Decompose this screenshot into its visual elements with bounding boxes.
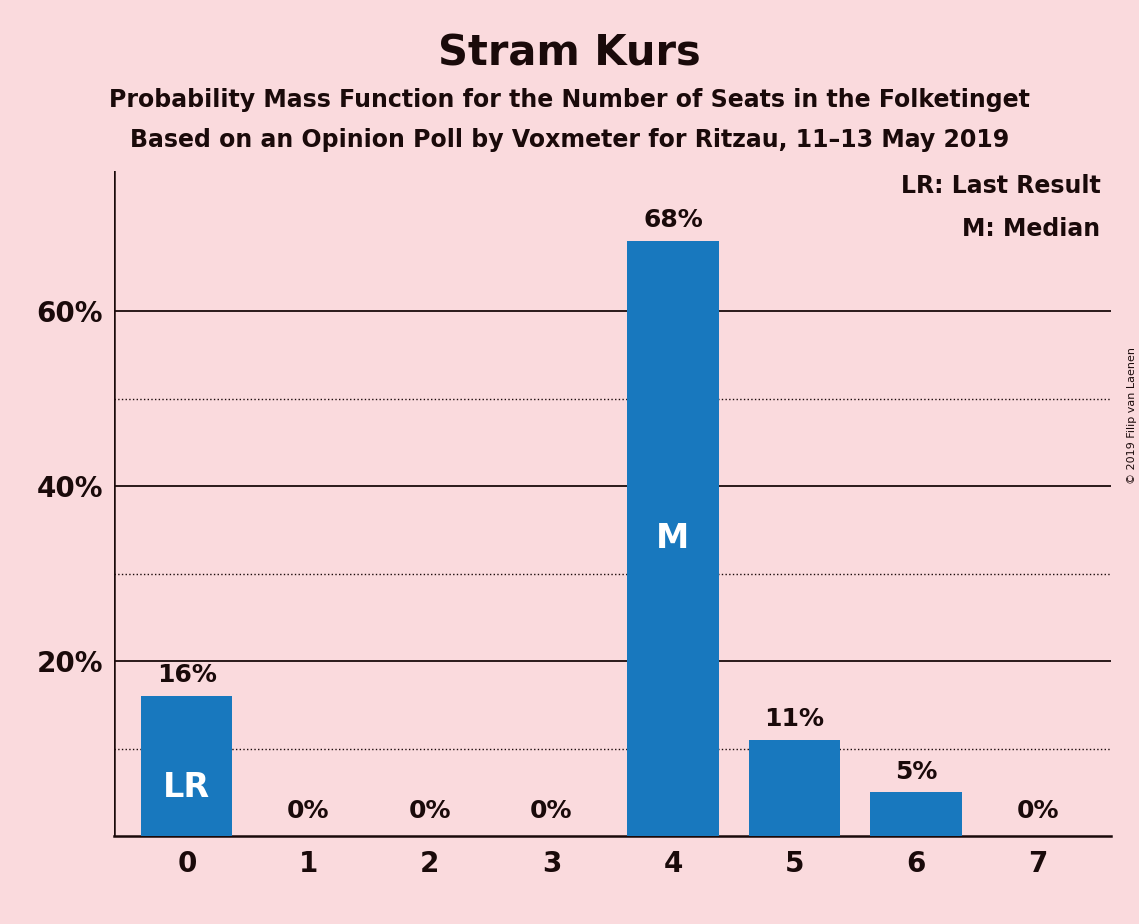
Text: 0%: 0% <box>287 799 329 823</box>
Text: 0%: 0% <box>530 799 573 823</box>
Bar <box>628 241 719 836</box>
Text: 0%: 0% <box>1016 799 1059 823</box>
Text: 16%: 16% <box>157 663 216 687</box>
Text: Based on an Opinion Poll by Voxmeter for Ritzau, 11–13 May 2019: Based on an Opinion Poll by Voxmeter for… <box>130 128 1009 152</box>
Text: LR: Last Result
M: Median: LR: Last Result M: Median <box>901 175 1100 241</box>
Text: 68%: 68% <box>644 208 703 232</box>
Text: 11%: 11% <box>764 707 825 731</box>
Bar <box>870 793 961 836</box>
Text: LR: LR <box>163 771 211 804</box>
Text: M: M <box>656 522 689 555</box>
Text: 5%: 5% <box>895 760 937 784</box>
Text: Stram Kurs: Stram Kurs <box>439 32 700 74</box>
Text: 0%: 0% <box>409 799 451 823</box>
Text: © 2019 Filip van Laenen: © 2019 Filip van Laenen <box>1126 347 1137 484</box>
Bar <box>141 696 232 836</box>
Text: Probability Mass Function for the Number of Seats in the Folketinget: Probability Mass Function for the Number… <box>109 88 1030 112</box>
Bar <box>749 740 841 836</box>
